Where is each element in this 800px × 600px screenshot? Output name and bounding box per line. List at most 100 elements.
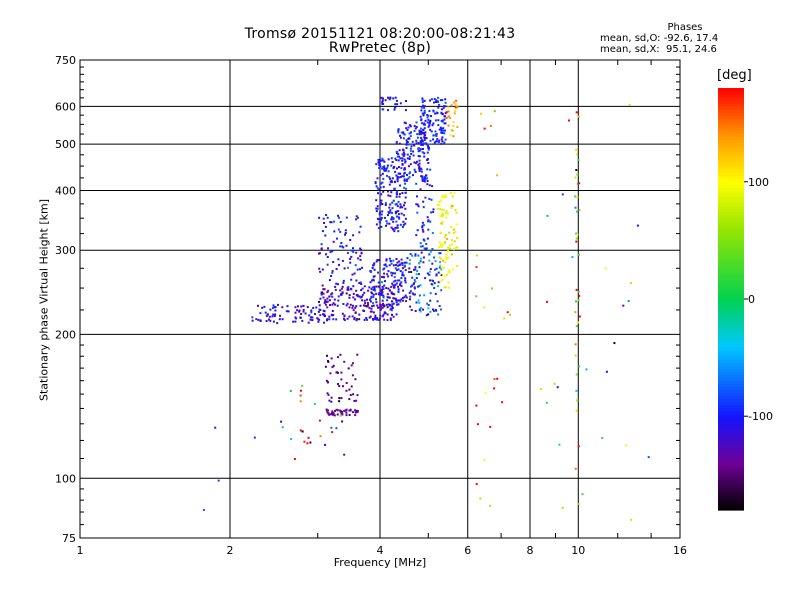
colorbar-segment bbox=[718, 410, 744, 415]
colorbar-segment bbox=[718, 392, 744, 397]
scatter-point bbox=[363, 304, 366, 307]
scatter-point bbox=[302, 308, 305, 311]
scatter-point bbox=[422, 206, 425, 209]
scatter-point bbox=[259, 319, 262, 322]
scatter-point bbox=[388, 264, 391, 267]
scatter-point bbox=[320, 248, 323, 251]
scatter-point bbox=[380, 193, 383, 196]
scatter-point bbox=[378, 164, 381, 167]
scatter-point bbox=[387, 296, 390, 299]
colorbar-segment bbox=[718, 271, 744, 276]
scatter-point bbox=[339, 414, 342, 417]
scatter-point bbox=[323, 310, 326, 313]
scatter-point bbox=[390, 181, 393, 184]
scatter-point bbox=[445, 273, 448, 276]
scatter-point bbox=[377, 306, 379, 309]
scatter-point bbox=[571, 256, 574, 259]
scatter-point bbox=[426, 168, 429, 171]
colorbar-segment bbox=[718, 277, 744, 282]
colorbar-segment bbox=[718, 193, 744, 198]
scatter-point bbox=[386, 174, 388, 177]
scatter-point bbox=[421, 221, 424, 224]
scatter-point bbox=[546, 214, 549, 217]
scatter-point bbox=[604, 267, 607, 270]
colorbar-segment bbox=[718, 283, 744, 288]
colorbar-segment bbox=[718, 485, 744, 490]
scatter-point bbox=[383, 272, 386, 275]
scatter-point bbox=[354, 306, 357, 309]
scatter-point bbox=[429, 168, 432, 171]
scatter-point bbox=[397, 172, 400, 175]
colorbar-segment bbox=[718, 133, 744, 137]
scatter-point bbox=[356, 411, 359, 414]
y-tick-label: 750 bbox=[55, 54, 76, 67]
scatter-point bbox=[428, 253, 431, 256]
scatter-point bbox=[360, 283, 363, 285]
scatter-point bbox=[355, 305, 358, 308]
scatter-point bbox=[414, 171, 417, 173]
scatter-point bbox=[395, 174, 398, 177]
colorbar-segment bbox=[718, 217, 744, 222]
scatter-point bbox=[331, 413, 334, 416]
scatter-point bbox=[326, 411, 329, 414]
scatter-point bbox=[493, 378, 496, 381]
scatter-point bbox=[380, 182, 383, 185]
scatter-point bbox=[372, 304, 375, 307]
scatter-point bbox=[428, 124, 431, 127]
colorbar-segment bbox=[718, 259, 744, 264]
scatter-point bbox=[398, 216, 400, 219]
scatter-point bbox=[450, 104, 453, 107]
scatter-point bbox=[281, 318, 284, 321]
scatter-point bbox=[393, 293, 396, 296]
scatter-point bbox=[405, 143, 408, 146]
scatter-point bbox=[456, 106, 459, 109]
scatter-point bbox=[372, 293, 375, 296]
scatter-point bbox=[379, 211, 382, 214]
scatter-point bbox=[363, 318, 366, 321]
scatter-point bbox=[408, 137, 411, 140]
scatter-point bbox=[335, 408, 338, 411]
scatter-point bbox=[418, 166, 421, 169]
colorbar-segment bbox=[718, 232, 744, 237]
scatter-point bbox=[432, 308, 434, 311]
scatter-point bbox=[355, 294, 358, 296]
scatter-point bbox=[334, 285, 337, 288]
scatter-point bbox=[484, 392, 487, 395]
scatter-point bbox=[443, 266, 446, 269]
phase-stats-x: mean, sd,X: 95.1, 24.6 bbox=[600, 44, 717, 55]
colorbar-segment bbox=[718, 413, 744, 418]
scatter-point bbox=[336, 283, 339, 286]
scatter-point bbox=[390, 300, 393, 303]
scatter-point bbox=[418, 170, 421, 172]
scatter-point bbox=[391, 282, 394, 285]
scatter-point bbox=[437, 141, 440, 144]
scatter-point bbox=[394, 96, 397, 99]
scatter-point bbox=[396, 215, 399, 218]
colorbar-segment bbox=[718, 395, 744, 400]
scatter-point bbox=[257, 318, 260, 321]
scatter-point bbox=[423, 111, 426, 114]
scatter-point bbox=[332, 412, 335, 415]
scatter-point bbox=[301, 384, 304, 387]
scatter-point bbox=[394, 106, 397, 109]
scatter-point bbox=[440, 142, 443, 145]
scatter-point bbox=[394, 203, 397, 206]
scatter-point bbox=[440, 108, 443, 111]
scatter-point bbox=[286, 305, 289, 308]
scatter-point bbox=[444, 234, 447, 236]
scatter-point bbox=[483, 459, 486, 462]
scatter-point bbox=[434, 292, 437, 295]
scatter-point bbox=[299, 429, 302, 432]
scatter-point bbox=[281, 306, 284, 309]
scatter-point bbox=[349, 409, 352, 412]
colorbar-segment bbox=[718, 139, 744, 143]
scatter-point bbox=[425, 142, 428, 145]
scatter-point bbox=[421, 122, 424, 125]
x-tick-label: 8 bbox=[527, 544, 534, 557]
scatter-point bbox=[401, 267, 404, 270]
colorbar-segment bbox=[718, 461, 744, 466]
scatter-point bbox=[352, 304, 354, 307]
scatter-point bbox=[415, 142, 418, 145]
scatter-point bbox=[333, 230, 336, 233]
scatter-point bbox=[392, 217, 395, 220]
